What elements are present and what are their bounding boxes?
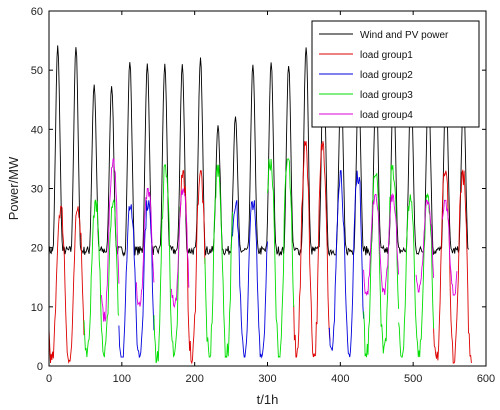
x-axis-label: t/1h [257,392,279,407]
x-tick-label: 200 [185,373,203,385]
x-tick-label: 500 [404,373,422,385]
legend-label: Wind and PV power [360,30,449,41]
legend-label: load group3 [360,90,413,101]
y-axis-ticks: 0 10 20 30 40 50 60 [31,6,486,373]
legend-label: load group2 [360,70,413,81]
series-line-load-group1 [48,141,472,365]
y-tick-label: 40 [31,124,43,136]
series-layer [48,45,472,365]
legend-label: load group4 [360,110,413,121]
y-tick-label: 0 [37,361,43,373]
x-tick-label: 600 [477,373,495,385]
x-tick-label: 100 [113,373,131,385]
y-tick-label: 50 [31,65,43,77]
y-tick-label: 10 [31,302,43,314]
legend: Wind and PV power load group1 load group2 l… [311,20,480,128]
legend-label: load group1 [360,50,413,61]
x-tick-label: 400 [331,373,349,385]
series-line-load-group4 [100,158,458,322]
x-tick-label: 0 [46,373,52,385]
y-tick-label: 60 [31,6,43,18]
series-line-load-group3 [83,158,435,364]
x-axis-ticks: 0 100 200 300 400 500 600 [46,11,495,385]
x-tick-label: 300 [258,373,276,385]
series-line-load-group2 [118,170,365,359]
y-tick-label: 20 [31,243,43,255]
y-axis-label: Power/MW [6,156,21,220]
series-line-wind-and-pv-power [48,45,469,257]
y-tick-label: 30 [31,184,43,196]
